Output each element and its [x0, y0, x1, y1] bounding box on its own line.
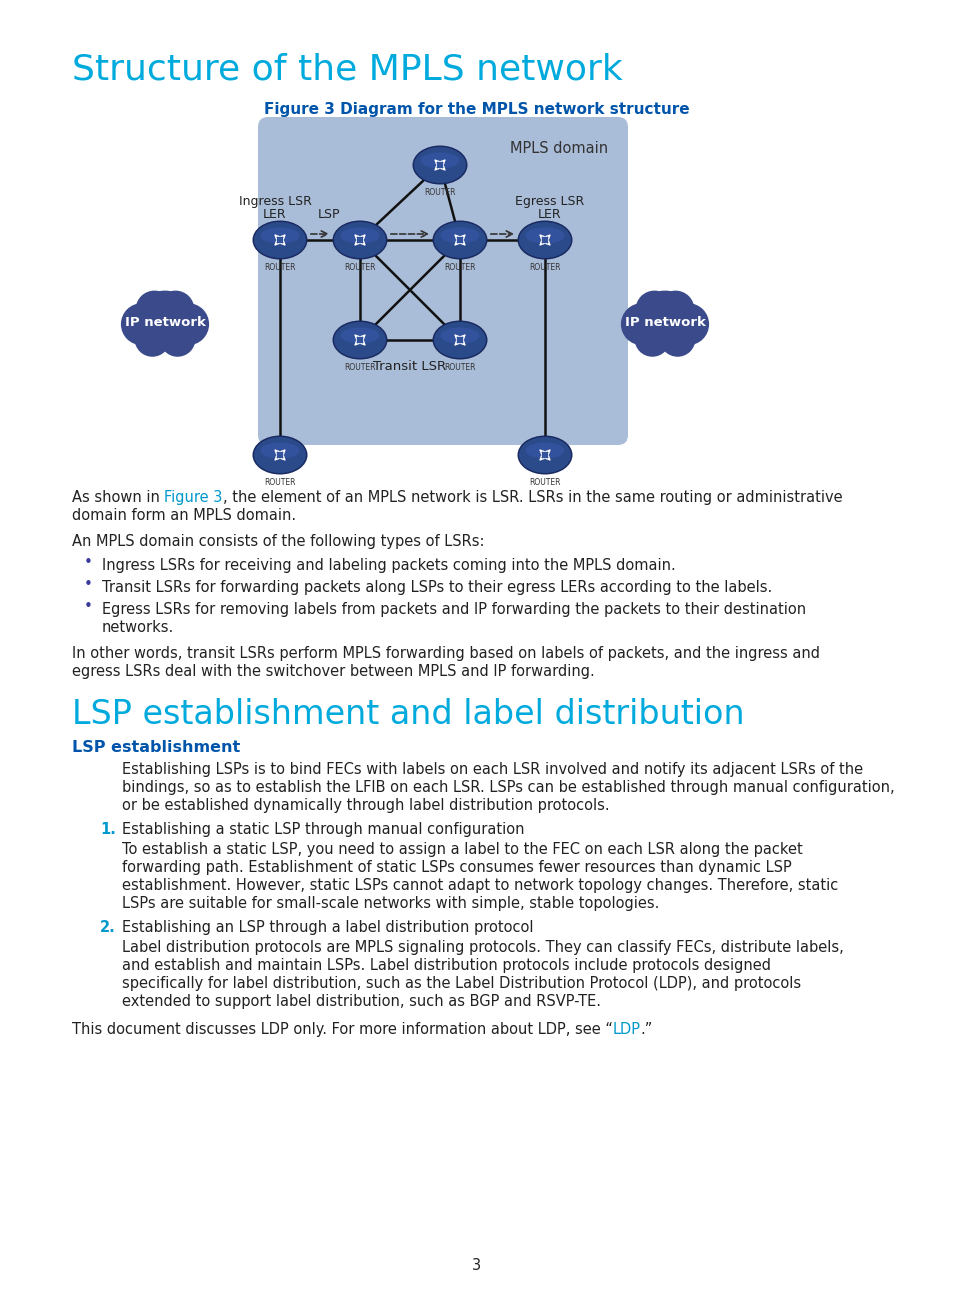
Text: LSP: LSP	[317, 207, 340, 222]
Ellipse shape	[253, 437, 306, 473]
Text: .”: .”	[640, 1023, 653, 1037]
Text: forwarding path. Establishment of static LSPs consumes fewer resources than dyna: forwarding path. Establishment of static…	[122, 861, 791, 875]
Ellipse shape	[518, 222, 571, 258]
Circle shape	[635, 290, 673, 328]
Ellipse shape	[434, 222, 485, 258]
Text: ROUTER: ROUTER	[444, 363, 476, 372]
Ellipse shape	[253, 222, 306, 258]
Text: Ingress LSRs for receiving and labeling packets coming into the MPLS domain.: Ingress LSRs for receiving and labeling …	[102, 559, 675, 573]
Text: In other words, transit LSRs perform MPLS forwarding based on labels of packets,: In other words, transit LSRs perform MPL…	[71, 645, 820, 661]
Ellipse shape	[420, 153, 459, 168]
Text: and establish and maintain LSPs. Label distribution protocols include protocols : and establish and maintain LSPs. Label d…	[122, 958, 770, 973]
Text: Establishing a static LSP through manual configuration: Establishing a static LSP through manual…	[122, 822, 524, 837]
Circle shape	[656, 290, 694, 328]
Ellipse shape	[260, 227, 299, 244]
Text: LSP establishment and label distribution: LSP establishment and label distribution	[71, 699, 744, 731]
Circle shape	[659, 321, 695, 356]
Text: Transit LSRs for forwarding packets along LSPs to their egress LERs according to: Transit LSRs for forwarding packets alon…	[102, 581, 771, 595]
Ellipse shape	[432, 220, 487, 259]
Ellipse shape	[440, 227, 479, 244]
Circle shape	[156, 290, 194, 328]
Ellipse shape	[517, 435, 572, 474]
Text: LSPs are suitable for small-scale networks with simple, stable topologies.: LSPs are suitable for small-scale networ…	[122, 896, 659, 911]
Text: Transit LSR: Transit LSR	[373, 360, 446, 373]
Text: ROUTER: ROUTER	[424, 188, 456, 197]
Text: MPLS domain: MPLS domain	[509, 141, 607, 156]
Circle shape	[167, 303, 209, 345]
Ellipse shape	[414, 146, 465, 183]
Ellipse shape	[525, 442, 564, 459]
Circle shape	[121, 303, 163, 345]
Ellipse shape	[525, 227, 564, 244]
Ellipse shape	[340, 328, 379, 343]
Text: establishment. However, static LSPs cannot adapt to network topology changes. Th: establishment. However, static LSPs cann…	[122, 877, 838, 893]
Ellipse shape	[434, 321, 485, 358]
Ellipse shape	[253, 435, 307, 474]
Text: An MPLS domain consists of the following types of LSRs:: An MPLS domain consists of the following…	[71, 534, 484, 550]
Text: ROUTER: ROUTER	[444, 263, 476, 272]
Text: LER: LER	[537, 207, 561, 222]
Text: 3: 3	[472, 1258, 481, 1273]
Text: or be established dynamically through label distribution protocols.: or be established dynamically through la…	[122, 798, 609, 813]
Text: LDP: LDP	[612, 1023, 640, 1037]
Text: LER: LER	[263, 207, 287, 222]
Text: To establish a static LSP, you need to assign a label to the FEC on each LSR alo: To establish a static LSP, you need to a…	[122, 842, 801, 857]
Ellipse shape	[440, 328, 479, 343]
Text: Egress LSRs for removing labels from packets and IP forwarding the packets to th: Egress LSRs for removing labels from pac…	[102, 603, 805, 617]
Text: specifically for label distribution, such as the Label Distribution Protocol (LD: specifically for label distribution, suc…	[122, 976, 801, 991]
Text: IP network: IP network	[125, 315, 205, 328]
Circle shape	[635, 290, 694, 350]
Text: ROUTER: ROUTER	[529, 263, 560, 272]
Text: 2.: 2.	[100, 920, 115, 934]
Text: ROUTER: ROUTER	[264, 478, 295, 487]
Circle shape	[135, 290, 194, 350]
Ellipse shape	[518, 437, 571, 473]
FancyBboxPatch shape	[257, 117, 627, 445]
Ellipse shape	[334, 321, 386, 358]
Text: Egress LSR: Egress LSR	[515, 194, 584, 207]
Text: Structure of the MPLS network: Structure of the MPLS network	[71, 52, 622, 86]
Text: IP network: IP network	[624, 315, 704, 328]
Ellipse shape	[333, 220, 387, 259]
Text: ROUTER: ROUTER	[344, 263, 375, 272]
Circle shape	[620, 303, 662, 345]
Text: 1.: 1.	[100, 822, 115, 837]
Text: Figure 3 Diagram for the MPLS network structure: Figure 3 Diagram for the MPLS network st…	[264, 102, 689, 117]
Text: , the element of an MPLS network is LSR. LSRs in the same routing or administrat: , the element of an MPLS network is LSR.…	[223, 490, 841, 505]
Text: Label distribution protocols are MPLS signaling protocols. They can classify FEC: Label distribution protocols are MPLS si…	[122, 940, 842, 955]
Text: bindings, so as to establish the LFIB on each LSR. LSPs can be established throu: bindings, so as to establish the LFIB on…	[122, 780, 894, 794]
Text: ROUTER: ROUTER	[264, 263, 295, 272]
Circle shape	[159, 321, 195, 356]
Text: Establishing an LSP through a label distribution protocol: Establishing an LSP through a label dist…	[122, 920, 533, 934]
Text: Ingress LSR: Ingress LSR	[238, 194, 311, 207]
Circle shape	[666, 303, 708, 345]
Ellipse shape	[333, 320, 387, 359]
Ellipse shape	[517, 220, 572, 259]
Circle shape	[134, 321, 170, 356]
Text: LSP establishment: LSP establishment	[71, 740, 240, 756]
Ellipse shape	[432, 320, 487, 359]
Circle shape	[135, 290, 173, 328]
Ellipse shape	[334, 222, 386, 258]
Text: •: •	[84, 599, 92, 614]
Text: extended to support label distribution, such as BGP and RSVP-TE.: extended to support label distribution, …	[122, 994, 600, 1010]
Text: ROUTER: ROUTER	[529, 478, 560, 487]
Text: This document discusses LDP only. For more information about LDP, see “: This document discusses LDP only. For mo…	[71, 1023, 612, 1037]
Text: egress LSRs deal with the switchover between MPLS and IP forwarding.: egress LSRs deal with the switchover bet…	[71, 664, 594, 679]
Text: •: •	[84, 555, 92, 570]
Text: Figure 3: Figure 3	[164, 490, 223, 505]
Ellipse shape	[260, 442, 299, 459]
Text: networks.: networks.	[102, 619, 174, 635]
Text: Establishing LSPs is to bind FECs with labels on each LSR involved and notify it: Establishing LSPs is to bind FECs with l…	[122, 762, 862, 778]
Text: •: •	[84, 577, 92, 592]
Ellipse shape	[412, 145, 467, 184]
Text: domain form an MPLS domain.: domain form an MPLS domain.	[71, 508, 295, 524]
Circle shape	[634, 321, 670, 356]
Ellipse shape	[253, 220, 307, 259]
Text: As shown in: As shown in	[71, 490, 164, 505]
Ellipse shape	[340, 227, 379, 244]
Text: ROUTER: ROUTER	[344, 363, 375, 372]
